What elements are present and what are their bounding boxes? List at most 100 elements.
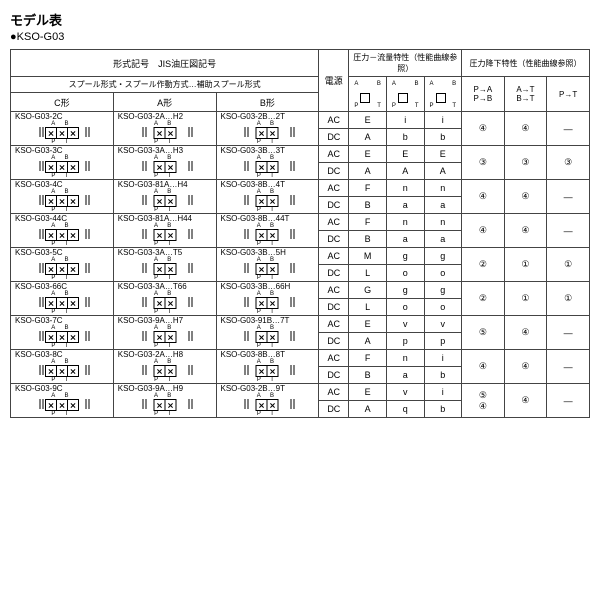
cell-pf: E: [349, 112, 387, 129]
cell-pt: —: [547, 112, 590, 146]
cell-power-ac: AC: [319, 180, 349, 197]
cell-pf: i: [424, 384, 462, 401]
cell-pf: b: [424, 129, 462, 146]
model-table: 形式記号 JIS油圧図記号 電源 圧力－流量特性（性能曲線参照） 圧力降下特性（…: [10, 49, 590, 418]
cell-a: KSO-G03-9A…H7A BP T: [113, 316, 216, 350]
cell-at: ④: [504, 350, 547, 384]
cell-at: ④: [504, 112, 547, 146]
table-row: KSO-G03-9CA BP TKSO-G03-9A…H9A BP TKSO-G…: [11, 384, 590, 401]
cell-pf: B: [349, 367, 387, 384]
cell-pf: n: [424, 214, 462, 231]
cell-pf: a: [424, 197, 462, 214]
cell-pa: ④: [462, 112, 505, 146]
cell-pf: g: [386, 282, 424, 299]
cell-pf: i: [424, 112, 462, 129]
cell-pa: ⑤ ④: [462, 384, 505, 418]
cell-at: ④: [504, 384, 547, 418]
table-row: KSO-G03-8CA BP TKSO-G03-2A…H8A BP TKSO-G…: [11, 350, 590, 367]
cell-pf: b: [424, 401, 462, 418]
cell-pf: n: [386, 180, 424, 197]
cell-pf: B: [349, 197, 387, 214]
table-row: KSO-G03-2CA BP TKSO-G03-2A…H2A BP TKSO-G…: [11, 112, 590, 129]
cell-pf: L: [349, 299, 387, 316]
cell-pf: v: [386, 316, 424, 333]
cell-pf: a: [386, 367, 424, 384]
hdr-btype: B形: [216, 93, 319, 112]
cell-pf: v: [386, 384, 424, 401]
cell-pf: E: [349, 146, 387, 163]
cell-pf: o: [386, 265, 424, 282]
cell-power-dc: DC: [319, 265, 349, 282]
cell-b: KSO-G03-3B…66HA BP T: [216, 282, 319, 316]
table-row: KSO-G03-44CA BP TKSO-G03-81A…H44A BP TKS…: [11, 214, 590, 231]
hdr-pf1: ABPT: [349, 77, 387, 112]
cell-c: KSO-G03-7CA BP T: [11, 316, 114, 350]
cell-pf: n: [386, 350, 424, 367]
cell-power-ac: AC: [319, 350, 349, 367]
cell-pf: A: [349, 333, 387, 350]
cell-pf: o: [386, 299, 424, 316]
cell-pf: v: [424, 316, 462, 333]
cell-c: KSO-G03-4CA BP T: [11, 180, 114, 214]
hdr-pt: P→T: [547, 77, 590, 112]
hdr-spool: スプール形式・スプール作動方式…補助スプール形式: [11, 77, 319, 93]
cell-a: KSO-G03-3A…T5A BP T: [113, 248, 216, 282]
cell-b: KSO-G03-3B…5HA BP T: [216, 248, 319, 282]
cell-pf: n: [424, 180, 462, 197]
hdr-at: A→T B→T: [504, 77, 547, 112]
hdr-pressdrop: 圧力降下特性（性能曲線参照）: [462, 50, 590, 77]
table-row: KSO-G03-5CA BP TKSO-G03-3A…T5A BP TKSO-G…: [11, 248, 590, 265]
cell-pt: —: [547, 350, 590, 384]
cell-pt: ③: [547, 146, 590, 180]
cell-b: KSO-G03-2B…9TA BP T: [216, 384, 319, 418]
cell-pf: a: [386, 231, 424, 248]
cell-at: ①: [504, 248, 547, 282]
cell-power-dc: DC: [319, 163, 349, 180]
cell-pa: ④: [462, 350, 505, 384]
cell-power-ac: AC: [319, 112, 349, 129]
cell-pf: A: [349, 401, 387, 418]
cell-power-ac: AC: [319, 248, 349, 265]
cell-pf: a: [424, 231, 462, 248]
cell-a: KSO-G03-81A…H4A BP T: [113, 180, 216, 214]
cell-pf: E: [349, 384, 387, 401]
cell-pf: M: [349, 248, 387, 265]
cell-b: KSO-G03-91B…7TA BP T: [216, 316, 319, 350]
table-body: KSO-G03-2CA BP TKSO-G03-2A…H2A BP TKSO-G…: [11, 112, 590, 418]
hdr-ctype: C形: [11, 93, 114, 112]
cell-pa: ④: [462, 180, 505, 214]
cell-a: KSO-G03-81A…H44A BP T: [113, 214, 216, 248]
cell-b: KSO-G03-3B…3TA BP T: [216, 146, 319, 180]
page-title: モデル表: [10, 10, 590, 29]
cell-pa: ④: [462, 214, 505, 248]
cell-at: ④: [504, 214, 547, 248]
hdr-pa: P→A P→B: [462, 77, 505, 112]
cell-pf: p: [424, 333, 462, 350]
cell-pa: ②: [462, 282, 505, 316]
cell-pf: b: [386, 129, 424, 146]
hdr-atype: A形: [113, 93, 216, 112]
cell-c: KSO-G03-9CA BP T: [11, 384, 114, 418]
hdr-pf3: ABPT: [424, 77, 462, 112]
hdr-pf2: ABPT: [386, 77, 424, 112]
cell-pf: E: [349, 316, 387, 333]
cell-a: KSO-G03-3A…T66A BP T: [113, 282, 216, 316]
cell-c: KSO-G03-44CA BP T: [11, 214, 114, 248]
cell-pf: a: [386, 197, 424, 214]
cell-pf: F: [349, 180, 387, 197]
cell-pf: A: [424, 163, 462, 180]
cell-a: KSO-G03-2A…H2A BP T: [113, 112, 216, 146]
cell-power-dc: DC: [319, 197, 349, 214]
table-row: KSO-G03-7CA BP TKSO-G03-9A…H7A BP TKSO-G…: [11, 316, 590, 333]
cell-b: KSO-G03-8B…44TA BP T: [216, 214, 319, 248]
cell-pa: ⑤: [462, 316, 505, 350]
hdr-power: 電源: [319, 50, 349, 112]
cell-pt: —: [547, 316, 590, 350]
cell-pt: —: [547, 384, 590, 418]
cell-power-ac: AC: [319, 282, 349, 299]
cell-b: KSO-G03-2B…2TA BP T: [216, 112, 319, 146]
cell-at: ④: [504, 316, 547, 350]
cell-pf: b: [424, 367, 462, 384]
cell-pt: —: [547, 214, 590, 248]
cell-pf: g: [386, 248, 424, 265]
